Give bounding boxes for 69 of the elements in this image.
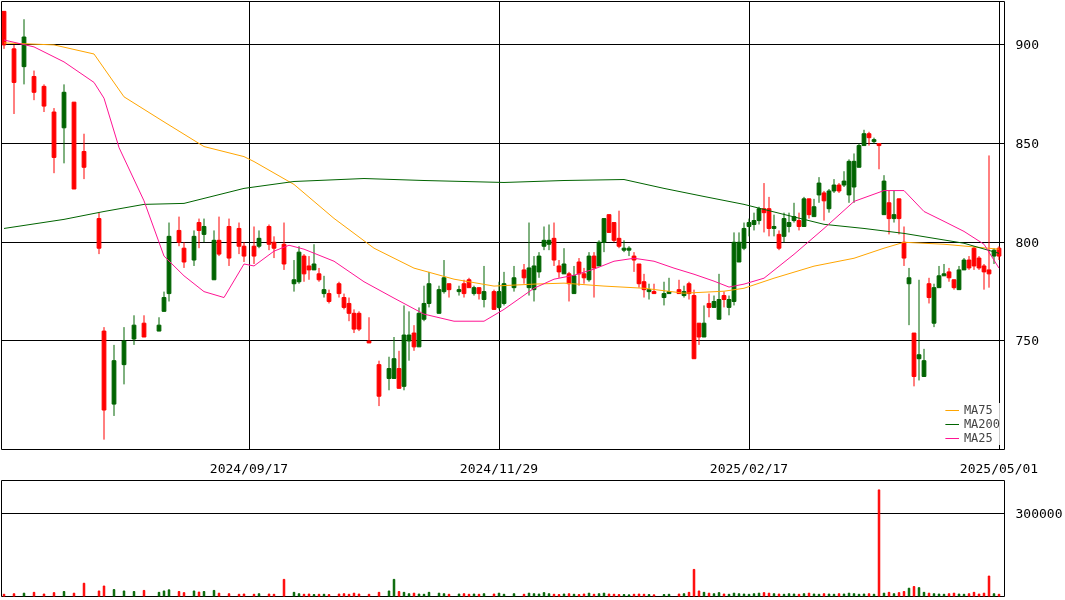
candlestick [776, 229, 782, 251]
candlestick [651, 283, 657, 295]
candlestick [491, 289, 497, 310]
x-tick-label: 2024/11/29 [459, 460, 539, 476]
candlestick [886, 190, 892, 235]
candlestick [281, 222, 287, 271]
candlestick [896, 198, 902, 235]
candlestick [176, 216, 182, 247]
candlestick [481, 265, 487, 308]
candlestick [906, 267, 912, 326]
y-tick-label: 850 [1015, 136, 1039, 152]
candlestick [806, 198, 812, 220]
candlestick [706, 293, 712, 318]
candlestick [521, 263, 527, 285]
x-tick-label: 2025/05/01 [959, 460, 1039, 476]
candlestick [876, 143, 882, 170]
candlestick [541, 225, 547, 251]
candlestick [701, 304, 707, 338]
y-tick-label: 300000 [1015, 506, 1063, 522]
legend-label: MA200 [963, 417, 1000, 431]
candlestick [816, 176, 822, 204]
candlestick [311, 243, 317, 271]
candlestick [141, 314, 147, 338]
candlestick [191, 229, 197, 267]
candlestick [586, 251, 592, 283]
candlestick [81, 133, 87, 180]
candlestick [556, 259, 562, 279]
candlestick [901, 225, 907, 267]
candlestick [31, 70, 37, 101]
candlestick [771, 214, 777, 237]
candlestick [926, 277, 932, 304]
y-tick-label: 750 [1015, 333, 1039, 349]
candlestick [891, 190, 897, 224]
candlestick [561, 247, 567, 275]
candlestick [121, 326, 127, 385]
y-tick-label: 800 [1015, 234, 1039, 250]
candlestick [571, 265, 577, 295]
candlestick [411, 324, 417, 352]
candlestick [796, 212, 802, 231]
candlestick [476, 287, 482, 301]
candlestick [131, 314, 137, 346]
candlestick [201, 218, 207, 243]
candlestick [216, 216, 222, 257]
candlestick [251, 225, 257, 265]
candlestick [196, 218, 202, 249]
legend-label: MA75 [963, 403, 993, 417]
candlestick [366, 316, 372, 344]
candlestick [871, 137, 877, 145]
x-tick-label: 2025/02/17 [709, 460, 789, 476]
y-tick-label: 900 [1015, 37, 1039, 53]
candlestick [181, 241, 187, 269]
candlestick [446, 283, 452, 299]
candlestick [591, 251, 597, 299]
candlestick [41, 83, 47, 113]
candlestick [866, 131, 872, 147]
candlestick [551, 222, 557, 267]
x-tick-label: 2024/09/17 [209, 460, 289, 476]
candlestick [301, 253, 307, 283]
candlestick [456, 285, 462, 297]
candlestick [576, 257, 582, 287]
candlestick [156, 316, 162, 332]
candlestick [646, 283, 652, 301]
candlestick [316, 267, 322, 283]
candlestick [721, 291, 727, 308]
legend-label: MA25 [963, 431, 993, 445]
candlestick [821, 190, 827, 222]
candlestick [256, 229, 262, 249]
candlestick [321, 275, 327, 299]
candlestick [396, 350, 402, 389]
